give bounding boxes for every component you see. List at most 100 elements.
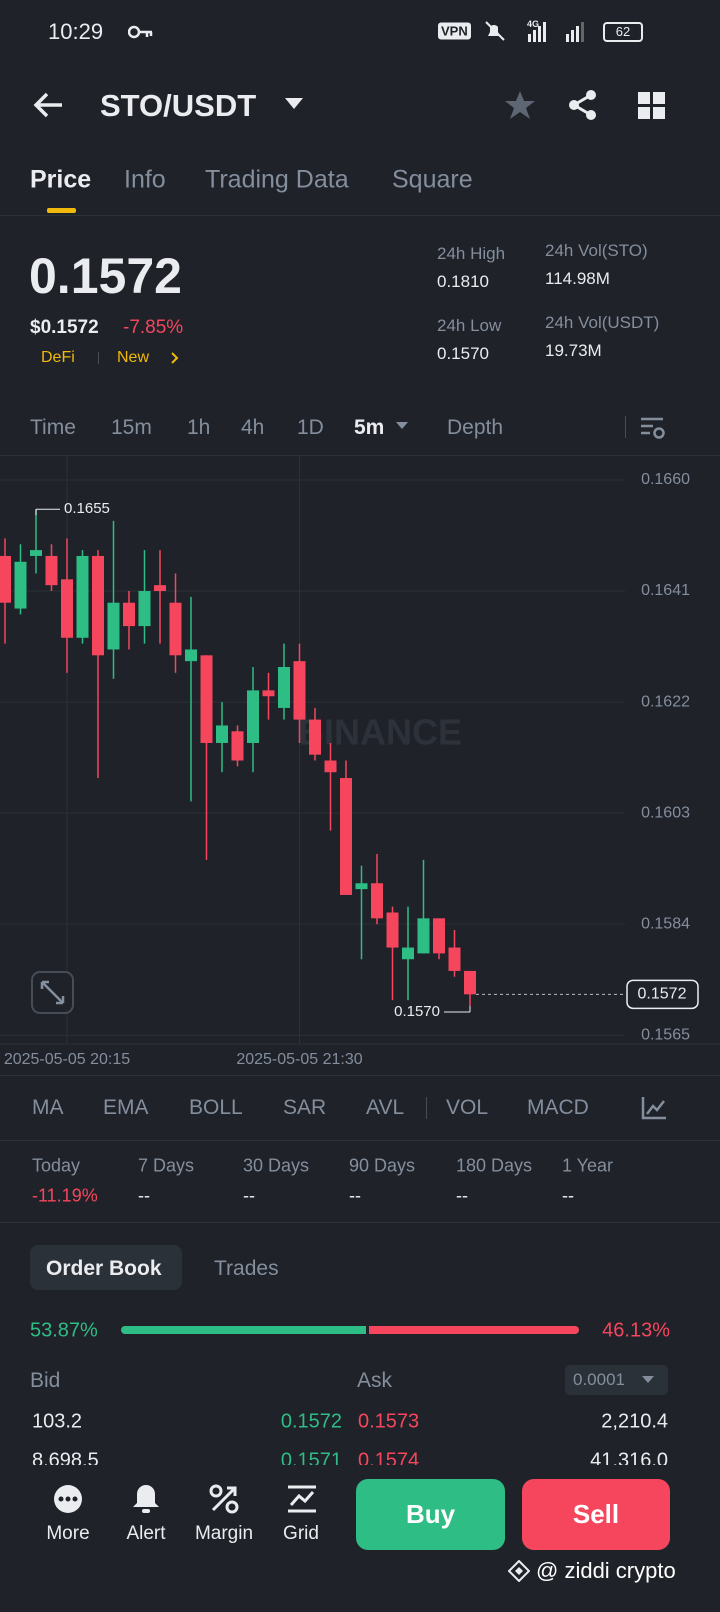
indicator[interactable]: MA: [32, 1096, 64, 1119]
indicator[interactable]: EMA: [103, 1096, 149, 1119]
margin-icon[interactable]: [209, 1484, 239, 1514]
indicator-settings-icon[interactable]: [641, 1096, 667, 1120]
candle-body: [386, 912, 399, 948]
tab-indicator: [47, 208, 76, 213]
grid-icon[interactable]: [287, 1484, 317, 1514]
candle-body: [45, 555, 58, 586]
period-label: 7 Days: [138, 1155, 195, 1176]
candle-body: [340, 778, 352, 895]
stat-value: 0.1810: [437, 272, 489, 291]
expand-button[interactable]: [31, 971, 74, 1014]
candle-body: [231, 731, 244, 761]
chart-settings-icon[interactable]: [640, 415, 666, 441]
interval[interactable]: 4h: [241, 416, 265, 439]
interval[interactable]: 1D: [297, 416, 324, 439]
watermark-logo: [508, 1560, 530, 1582]
stat-label: 24h Vol(STO): [545, 241, 648, 260]
divider: [426, 1097, 427, 1119]
interval[interactable]: 15m: [111, 416, 152, 439]
candle-body: [30, 550, 42, 556]
divider: [0, 1075, 720, 1076]
tab[interactable]: Trading Data: [205, 165, 349, 194]
candle-body: [324, 760, 337, 773]
favorite-icon[interactable]: [504, 89, 536, 121]
candle-body: [0, 555, 11, 603]
indicator[interactable]: VOL: [446, 1096, 489, 1119]
watermark: BINANCE: [298, 712, 462, 753]
action-label[interactable]: Alert: [126, 1523, 166, 1544]
bid-amount: 103.2: [32, 1410, 83, 1433]
ask-header: Ask: [357, 1369, 393, 1392]
indicator[interactable]: AVL: [366, 1096, 405, 1119]
interval-active[interactable]: 5m: [354, 416, 385, 439]
candle-body: [371, 883, 383, 919]
price-change: -7.85%: [123, 317, 184, 338]
action-label[interactable]: More: [46, 1523, 90, 1544]
share-icon[interactable]: [567, 89, 599, 121]
battery: 62: [603, 22, 643, 42]
buy-button[interactable]: Buy: [356, 1479, 505, 1550]
period-label: 1 Year: [562, 1155, 614, 1176]
bid-ratio-bar: [121, 1326, 366, 1334]
pair-title[interactable]: STO/USDT: [100, 88, 257, 123]
tab[interactable]: Info: [124, 165, 166, 194]
divider: [0, 455, 720, 456]
tag-arrow: [171, 352, 179, 364]
candle-body: [107, 602, 120, 650]
ask-ratio: 46.13%: [602, 1319, 670, 1342]
interval[interactable]: 1h: [187, 416, 211, 439]
candle-body: [417, 918, 430, 954]
last-price-label: 0.1572: [638, 986, 687, 1003]
candle-body: [169, 602, 182, 656]
divider: [0, 1140, 720, 1141]
indicator[interactable]: MACD: [527, 1096, 589, 1119]
tag[interactable]: DeFi: [41, 349, 75, 366]
period-label: 180 Days: [456, 1155, 533, 1176]
stat-value: 114.98M: [545, 269, 610, 288]
candle-body: [309, 719, 321, 755]
candle-body: [76, 555, 89, 638]
more-icon[interactable]: [53, 1484, 83, 1514]
key-icon: [128, 25, 153, 39]
precision-value[interactable]: 0.0001: [573, 1370, 625, 1389]
ask-price: 0.1574: [358, 1449, 420, 1466]
last-price-box: [626, 979, 699, 1010]
usd-price: $0.1572: [30, 317, 99, 338]
low-marker-label: 0.1570: [394, 1003, 440, 1020]
indicator[interactable]: BOLL: [189, 1096, 243, 1119]
screenshot-watermark: @ ziddi crypto: [536, 1558, 676, 1583]
period-label: 90 Days: [349, 1155, 416, 1176]
tab[interactable]: Price: [30, 165, 92, 194]
stat-label: 24h Vol(USDT): [545, 313, 660, 332]
x-tick-label: 2025-05-05 21:30: [236, 1051, 362, 1068]
trades-tab[interactable]: Trades: [214, 1257, 279, 1280]
bid-amount: 8,698.5: [32, 1449, 99, 1466]
precision-selector[interactable]: [565, 1365, 668, 1395]
sell-button[interactable]: Sell: [522, 1479, 670, 1550]
order-book-tab[interactable]: Order Book: [46, 1257, 162, 1280]
tab[interactable]: Square: [392, 165, 473, 194]
candle-body: [216, 725, 228, 743]
candle-body: [262, 690, 275, 697]
period-value: --: [456, 1185, 468, 1206]
candle-body: [14, 561, 27, 609]
status-time: 10:29: [48, 19, 104, 44]
tag[interactable]: New: [117, 349, 150, 366]
status-icons: [485, 21, 584, 42]
action-label[interactable]: Margin: [194, 1523, 254, 1544]
bid-price: 0.1571: [280, 1449, 342, 1466]
alert-icon[interactable]: [132, 1483, 160, 1514]
indicator[interactable]: SAR: [283, 1096, 327, 1119]
interval[interactable]: Time: [30, 416, 76, 439]
back-button[interactable]: [32, 90, 66, 120]
candle-body: [138, 591, 151, 627]
candle-body: [185, 649, 197, 662]
x-tick-label: 2025-05-05 20:15: [4, 1051, 130, 1068]
menu-icon[interactable]: [638, 92, 666, 120]
interval[interactable]: Depth: [447, 416, 504, 439]
period-label: 30 Days: [243, 1155, 310, 1176]
stat-label: 24h High: [437, 244, 506, 263]
pair-caret[interactable]: [285, 98, 303, 110]
action-label[interactable]: Grid: [283, 1523, 319, 1544]
